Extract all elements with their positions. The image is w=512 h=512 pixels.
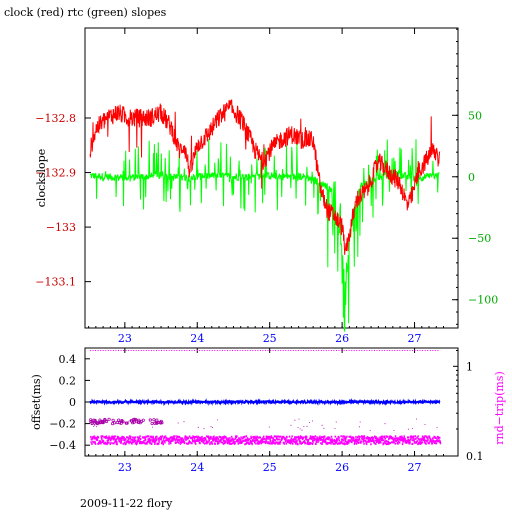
- x-tick-label: 23: [118, 332, 132, 345]
- x-tick-label: 24: [190, 461, 204, 474]
- rtc-series-line: [89, 138, 440, 332]
- x-tick-label: 26: [335, 461, 349, 474]
- y-tick-label: 0.4: [59, 353, 77, 366]
- y2-tick-label: 0: [468, 171, 475, 184]
- y-tick-label: −132.9: [35, 167, 76, 180]
- y-tick-label: 0.2: [59, 374, 77, 387]
- x-tick-label: 25: [263, 461, 277, 474]
- clock-series-line: [89, 99, 441, 255]
- y2-tick-label: 1: [466, 360, 473, 373]
- x-tick-label: 23: [118, 461, 132, 474]
- y2-tick-label: 50: [468, 109, 482, 122]
- y-tick-label: −0.2: [49, 418, 76, 431]
- offset-panel: 23 24 25 26 27 0.4 0.2 0 −0.2 −0.4 1 0.1 offset(ms) r…: [30, 347, 506, 474]
- footer-text: 2009-11-22 flory: [80, 497, 173, 510]
- y-tick-label: −132.8: [35, 112, 76, 125]
- y-tick-label: 0: [69, 396, 76, 409]
- y2-tick-label: 0.1: [466, 450, 484, 463]
- plot-frame: [84, 27, 459, 329]
- x-tick-label: 27: [408, 461, 422, 474]
- y-tick-label: −0.4: [49, 439, 76, 452]
- x-tick-label: 26: [335, 332, 349, 345]
- x-tick-label: 27: [408, 332, 422, 345]
- y-tick-label: −133.1: [35, 276, 76, 289]
- y2-tick-label: −50: [468, 232, 491, 245]
- rndtrip-scatter-dots: [89, 417, 438, 431]
- offset-series-line: [89, 397, 441, 407]
- y-axis-label: offset(ms): [30, 374, 43, 430]
- x-tick-label: 25: [263, 332, 277, 345]
- y2-tick-label: −100: [468, 294, 498, 307]
- slopes-panel: 23 24 25 26 27 −132.8 −132.9 −133 −133.1 50 0 −50 −1…: [35, 27, 498, 345]
- x-tick-label: 24: [190, 332, 204, 345]
- rndtrip-band: [90, 435, 442, 446]
- y-tick-label: −133: [46, 221, 76, 234]
- y2-axis-label: rnd−trip(ms): [493, 371, 506, 445]
- y-axis-label: clockslope: [35, 149, 48, 207]
- chart-title: clock (red) rtc (green) slopes: [4, 6, 167, 19]
